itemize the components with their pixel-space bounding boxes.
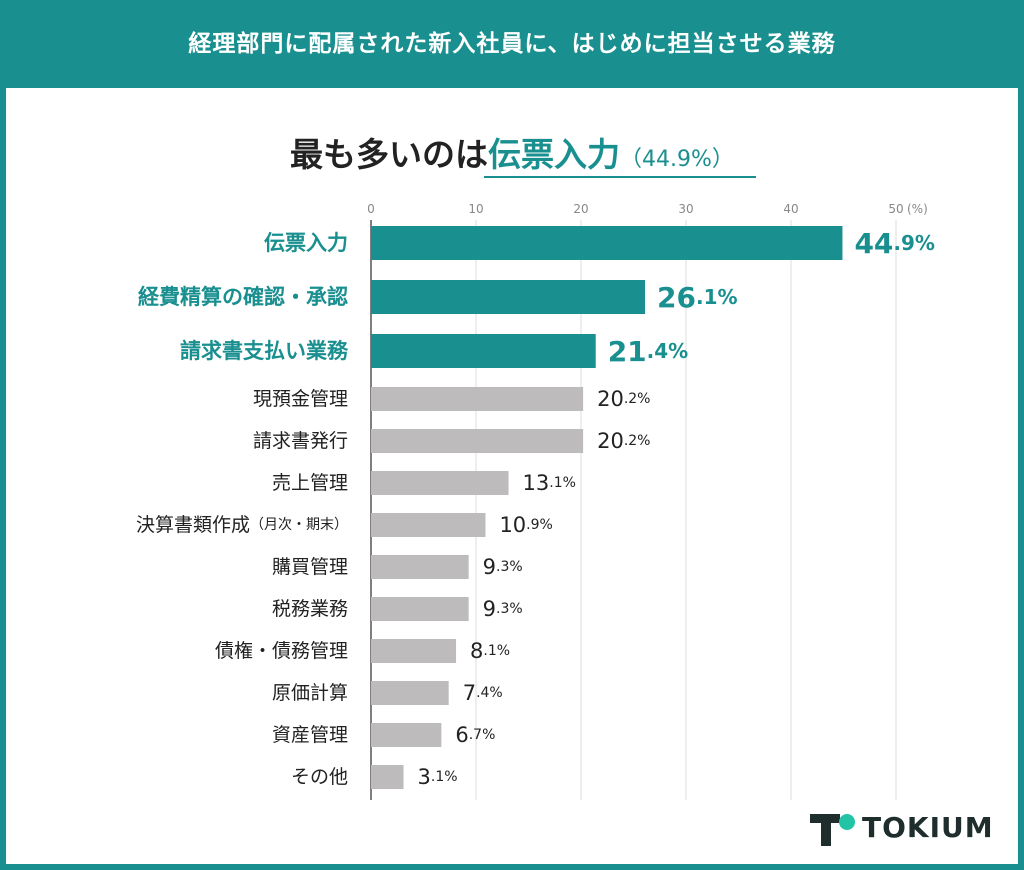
category-label: 売上管理 [272,472,348,494]
value-label: 6.7% [455,723,495,747]
bar [371,387,584,411]
category-label: 税務業務 [272,598,348,620]
x-tick-label: 30 [678,202,693,216]
x-tick-label: 0 [367,202,375,216]
category-label: 決算書類作成（月次・期末） [136,514,348,536]
headline: 最も多いのは伝票入力（44.9%） [0,128,1024,176]
bar [371,226,843,260]
x-tick-label: 20 [573,202,588,216]
category-label: 現預金管理 [253,388,348,410]
value-label: 44.9% [854,227,935,260]
x-tick-label: 40 [783,202,798,216]
value-label: 3.1% [418,765,458,789]
value-label: 21.4% [608,335,689,368]
headline-lead: 最も多いのは [290,135,489,174]
bar [371,513,486,537]
header-bar [0,0,1024,88]
value-label: 20.2% [597,429,650,453]
category-label: 購買管理 [272,556,348,578]
value-label: 8.1% [470,639,510,663]
value-label: 13.1% [523,471,576,495]
headline-percent: （44.9%） [620,147,734,172]
tokium-logo-icon [810,814,855,846]
category-label: 請求書発行 [253,430,348,452]
bar [371,681,449,705]
page-title: 経理部門に配属された新入社員に、はじめに担当させる業務 [188,31,836,57]
value-label: 9.3% [483,597,523,621]
bar [371,429,584,453]
bar [371,597,469,621]
bar [371,765,404,789]
bar [371,555,469,579]
bar [371,639,457,663]
x-tick-label: 50 [888,202,903,216]
bar [371,280,646,314]
category-label: 請求書支払い業務 [180,339,349,363]
value-label: 9.3% [483,555,523,579]
category-label: その他 [291,766,348,788]
bar [371,334,596,368]
x-axis-unit: (%) [907,202,928,216]
bar [371,471,509,495]
category-label: 伝票入力 [264,231,348,255]
x-tick-label: 10 [468,202,483,216]
headline-underline [484,176,756,178]
brand-name: TOKIUM [862,811,994,844]
value-label: 20.2% [597,387,650,411]
value-label: 26.1% [657,281,738,314]
category-label: 債権・債務管理 [215,640,348,662]
category-label: 資産管理 [272,724,348,746]
headline-highlight: 伝票入力 [488,135,621,174]
bar [371,723,442,747]
category-label: 原価計算 [272,682,348,704]
value-label: 10.9% [499,513,552,537]
category-label: 経費精算の確認・承認 [138,285,348,309]
value-label: 7.4% [463,681,503,705]
